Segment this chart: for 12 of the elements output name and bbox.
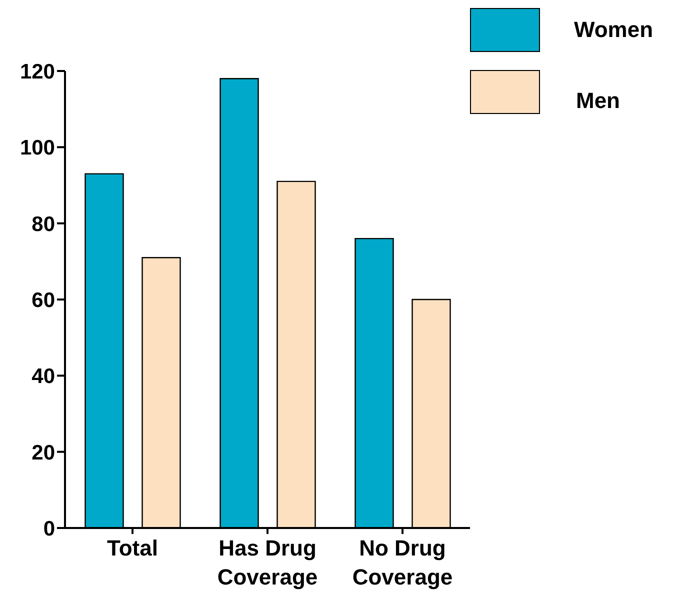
y-tick-label: 0 — [43, 517, 55, 540]
y-tick-label: 100 — [20, 136, 55, 160]
x-tick-label: No Drug Coverage — [352, 536, 453, 590]
x-tick-label: Total — [107, 536, 158, 561]
legend-label: Men — [576, 88, 620, 114]
x-tick-label: Has Drug Coverage — [217, 536, 318, 590]
y-tick-label: 120 — [20, 60, 55, 84]
y-tick-label: 60 — [32, 288, 55, 312]
legend-label: Women — [574, 17, 654, 43]
y-tick-label: 20 — [32, 441, 55, 464]
y-tick-label: 40 — [32, 365, 55, 388]
y-tick-label: 80 — [32, 212, 55, 236]
